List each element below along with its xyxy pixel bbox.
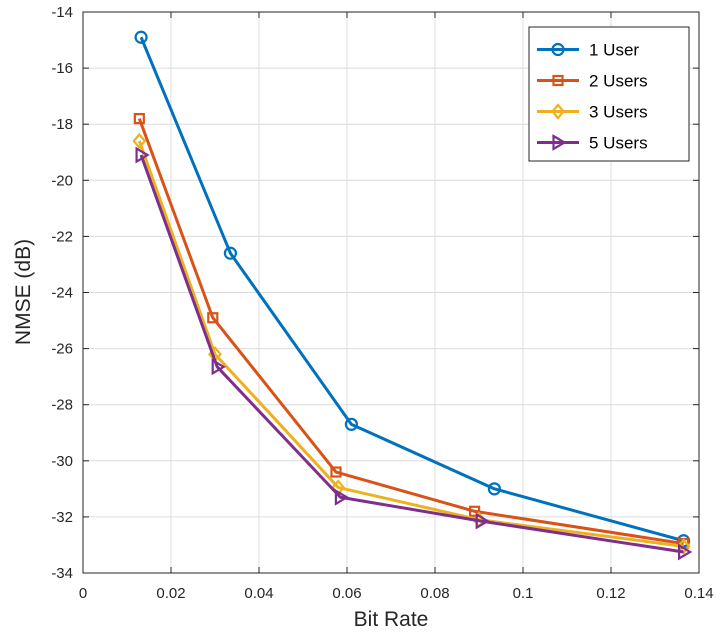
legend-entry: 2 Users <box>537 72 648 91</box>
x-tick-label: 0.14 <box>684 585 713 602</box>
legend-entry: 5 Users <box>537 134 648 153</box>
circle-marker <box>344 417 358 431</box>
legend-entry: 3 Users <box>537 103 648 122</box>
y-tick-label: -16 <box>51 60 73 77</box>
y-tick-label: -14 <box>51 4 73 21</box>
circle-marker <box>134 30 148 44</box>
x-tick-label: 0.02 <box>156 585 185 602</box>
legend-label: 5 Users <box>589 134 648 153</box>
square-marker <box>469 505 481 517</box>
x-tick-label: 0.08 <box>420 585 449 602</box>
y-axis-label: NMSE (dB) <box>12 239 35 345</box>
triangle-right-marker <box>135 146 150 164</box>
y-tick-label: -18 <box>51 116 73 133</box>
legend-label: 3 Users <box>589 103 648 122</box>
triangle-right-marker <box>552 134 567 151</box>
series-line <box>139 154 684 554</box>
x-tick-label: 0 <box>79 585 87 602</box>
diamond-marker <box>132 132 147 150</box>
x-tick-label: 0.1 <box>513 585 534 602</box>
triangle-right-marker <box>677 543 693 561</box>
x-tick-label: 0.04 <box>244 585 273 602</box>
square-marker <box>330 466 342 478</box>
square-marker <box>552 74 564 87</box>
triangle-right-marker <box>475 512 490 530</box>
x-tick-label: 0.06 <box>332 585 361 602</box>
legend: 1 User 2 Users 3 Users 5 Users <box>528 26 690 162</box>
circle-marker <box>551 42 565 57</box>
y-tick-label: -30 <box>51 453 73 470</box>
series-group <box>132 30 693 561</box>
series-4 <box>135 146 693 561</box>
y-tick-label: -34 <box>51 565 73 582</box>
diamond-marker <box>551 103 565 120</box>
y-tick-label: -26 <box>51 341 73 358</box>
triangle-right-marker <box>211 358 226 376</box>
series-line <box>139 36 684 543</box>
axis-ticks: 0 0.02 0.04 0.06 0.08 0.1 0.12 0.14 -34 -32 -30 -28… <box>51 4 713 602</box>
series-1 <box>134 30 691 548</box>
triangle-right-marker <box>334 488 350 506</box>
y-tick-label: -20 <box>51 172 73 189</box>
legend-label: 2 Users <box>589 72 648 91</box>
y-tick-label: -24 <box>51 285 73 302</box>
legend-label: 1 User <box>589 41 639 60</box>
x-tick-label: 0.12 <box>596 585 625 602</box>
square-marker <box>133 112 145 125</box>
circle-marker <box>487 482 501 496</box>
x-axis-label: Bit Rate <box>354 608 429 631</box>
diamond-marker <box>676 538 691 555</box>
legend-entry: 1 User <box>537 41 639 60</box>
circle-marker <box>223 246 237 260</box>
y-tick-label: -22 <box>51 228 73 245</box>
y-tick-label: -28 <box>51 397 73 414</box>
y-tick-label: -32 <box>51 509 73 526</box>
series-line <box>137 118 684 546</box>
series-line <box>137 140 684 548</box>
square-marker <box>207 312 219 324</box>
